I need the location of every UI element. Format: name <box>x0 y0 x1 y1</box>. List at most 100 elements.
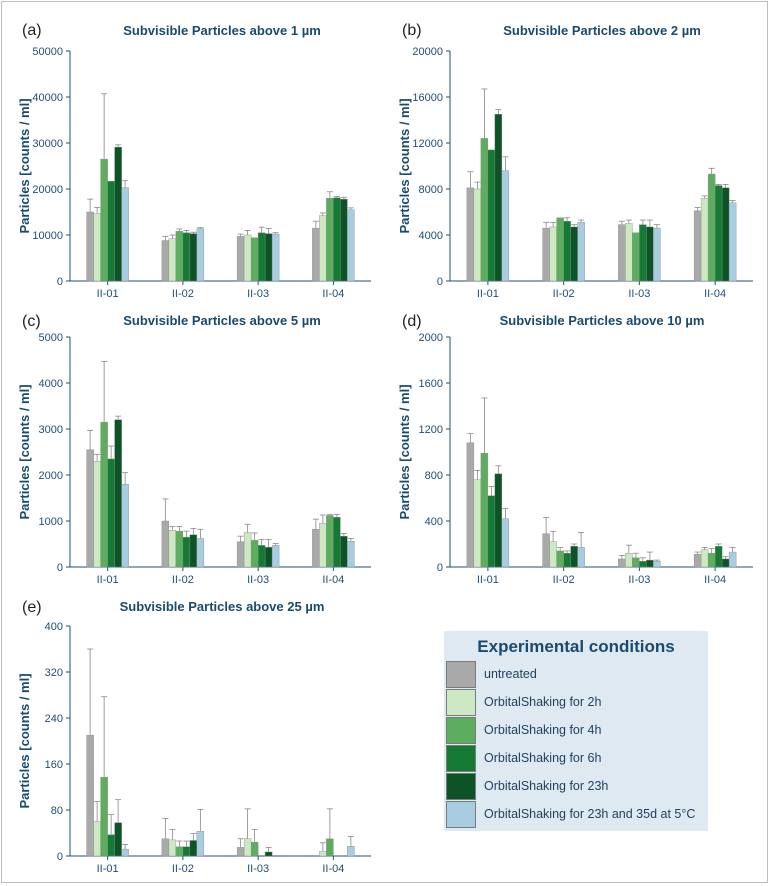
y-tick-label: 2000 <box>39 470 63 482</box>
bar <box>326 515 334 568</box>
bar <box>625 223 633 282</box>
bar <box>646 559 654 568</box>
bar <box>168 238 177 282</box>
bar <box>577 547 585 568</box>
y-tick-label: 20000 <box>412 46 443 58</box>
bar <box>556 550 564 568</box>
y-tick-label: 12000 <box>412 138 443 150</box>
bar <box>312 529 320 568</box>
bar <box>175 846 184 857</box>
bar <box>182 232 191 282</box>
y-tick-label: 1200 <box>419 424 443 436</box>
legend-label: OrbitalShaking for 2h <box>484 695 602 709</box>
x-tick-label: II-04 <box>704 288 726 300</box>
bar <box>570 546 578 568</box>
y-tick-label: 240 <box>45 713 63 725</box>
y-tick-label: 30000 <box>32 138 63 150</box>
bar <box>319 851 327 857</box>
bar <box>693 554 702 568</box>
bar <box>236 847 245 857</box>
x-tick-label: II-04 <box>322 574 344 586</box>
bar <box>480 452 489 568</box>
y-axis-label: Particles [counts / ml] <box>17 98 32 233</box>
panel-label: (a) <box>22 22 42 39</box>
bar <box>646 226 654 282</box>
bar <box>182 536 191 568</box>
legend-label: untreated <box>484 667 537 681</box>
y-tick-label: 16000 <box>412 92 443 104</box>
x-tick-label: II-02 <box>172 574 194 586</box>
bar <box>714 185 723 282</box>
bar <box>556 217 564 282</box>
y-tick-label: 400 <box>45 621 63 633</box>
y-tick-label: 2000 <box>419 332 443 344</box>
x-tick-label: II-01 <box>97 288 119 300</box>
bar <box>473 188 482 282</box>
bar <box>93 821 101 857</box>
legend-box: Experimental conditions untreated Orbita… <box>444 631 708 831</box>
bar <box>653 227 661 282</box>
bar <box>728 202 737 282</box>
legend-item: OrbitalShaking for 2h <box>446 689 706 717</box>
bar <box>340 198 348 282</box>
bar <box>243 532 252 568</box>
bar <box>86 735 94 857</box>
legend-title: Experimental conditions <box>477 637 675 656</box>
bar <box>271 545 280 568</box>
bar <box>100 421 108 568</box>
bar <box>501 170 510 282</box>
y-tick-label: 10000 <box>32 230 63 242</box>
x-tick-label: II-04 <box>322 288 344 300</box>
bar <box>466 187 475 282</box>
bar <box>114 822 122 857</box>
bar <box>632 232 640 282</box>
x-tick-label: II-01 <box>97 574 119 586</box>
bar <box>347 209 355 282</box>
bar <box>632 557 640 568</box>
bar <box>494 473 503 568</box>
bar <box>466 442 475 568</box>
bar <box>319 215 327 282</box>
panel-label: (e) <box>22 599 42 616</box>
bar <box>707 553 716 568</box>
bar <box>189 534 198 568</box>
bar <box>250 237 259 282</box>
bar <box>728 551 737 568</box>
bar <box>312 227 320 282</box>
chart-title: Subvisible Particles above 10 µm <box>500 313 705 328</box>
bar <box>250 540 259 568</box>
y-tick-label: 20000 <box>32 184 63 196</box>
bar <box>347 846 355 857</box>
bar <box>250 842 259 857</box>
x-tick-label: II-01 <box>477 288 499 300</box>
bar <box>121 848 129 857</box>
bar <box>196 538 205 568</box>
chart-title: Subvisible Particles above 25 µm <box>120 599 325 614</box>
bar <box>721 558 730 568</box>
bar <box>168 530 177 568</box>
y-axis-label: Particles [counts / ml] <box>17 384 32 519</box>
legend-label: OrbitalShaking for 4h <box>484 723 602 737</box>
bar <box>625 553 633 568</box>
bar <box>577 222 585 282</box>
bar <box>86 449 94 568</box>
bar <box>161 520 170 568</box>
y-tick-label: 50000 <box>32 46 63 58</box>
bar <box>542 533 550 568</box>
bar <box>114 146 122 282</box>
bar <box>114 419 122 568</box>
y-axis-label: Particles [counts / ml] <box>397 98 412 233</box>
bar <box>161 838 170 857</box>
bar <box>639 224 647 282</box>
bar <box>494 114 503 282</box>
bar <box>93 213 101 282</box>
bar <box>326 197 334 282</box>
bar <box>121 187 129 282</box>
bar <box>549 226 557 282</box>
panel-label: (b) <box>402 22 422 39</box>
legend-label: OrbitalShaking for 6h <box>484 751 602 765</box>
y-tick-label: 40000 <box>32 92 63 104</box>
bar <box>700 197 709 282</box>
x-tick-label: II-02 <box>172 288 194 300</box>
